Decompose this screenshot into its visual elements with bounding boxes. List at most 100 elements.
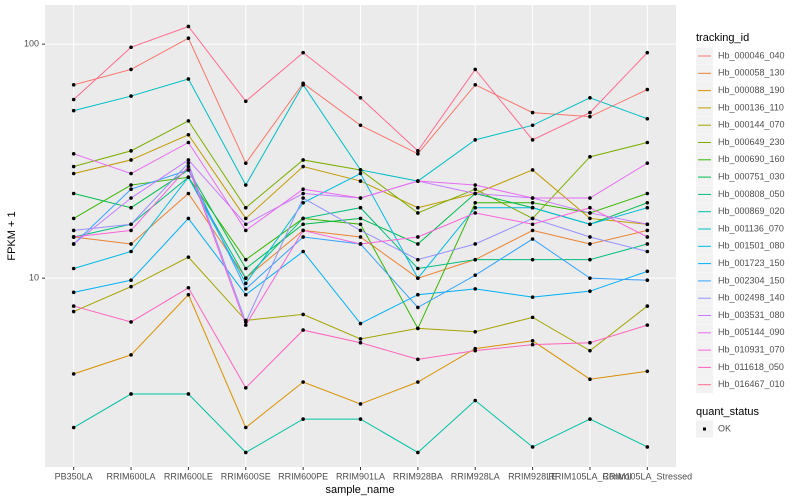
point [530, 339, 535, 343]
legend-label: Hb_000808_050 [718, 189, 785, 199]
point [530, 205, 535, 210]
point [358, 216, 363, 221]
legend-label: Hb_000751_030 [718, 171, 785, 181]
point [129, 249, 133, 254]
legend-label: OK [718, 423, 731, 433]
point [358, 340, 363, 345]
point [588, 155, 592, 159]
point [301, 417, 305, 421]
point [186, 140, 191, 145]
point [243, 323, 248, 327]
legend-label: Hb_000046_040 [718, 50, 785, 60]
point [645, 278, 650, 283]
x-tick-label: RRIM105LA_Control [548, 471, 631, 481]
shape-legend-title: quant_status [696, 406, 759, 418]
point [301, 228, 305, 233]
legend-shape [703, 427, 706, 431]
point [186, 175, 191, 180]
legend-label: Hb_011618_050 [718, 362, 784, 372]
point [186, 392, 191, 396]
point [129, 183, 133, 187]
point [588, 114, 592, 119]
point [588, 276, 592, 280]
point [473, 211, 478, 215]
point [243, 183, 248, 187]
legend-label: Hb_010931_070 [718, 344, 785, 354]
point [530, 110, 535, 115]
point [416, 292, 420, 297]
point [530, 196, 535, 200]
point [129, 196, 133, 200]
point [358, 337, 363, 341]
point [243, 222, 248, 227]
point [645, 191, 650, 196]
point [588, 340, 592, 345]
point [301, 50, 305, 55]
point [473, 200, 478, 205]
point [129, 242, 133, 246]
point [588, 216, 592, 221]
point [645, 242, 650, 246]
point [473, 191, 478, 196]
point [71, 108, 76, 113]
point [416, 305, 420, 310]
point [358, 402, 363, 406]
point [186, 77, 191, 81]
point [473, 138, 478, 142]
point [530, 228, 535, 233]
point [645, 200, 650, 205]
point [530, 237, 535, 241]
point [71, 97, 76, 102]
point [588, 110, 592, 115]
point [71, 266, 76, 271]
point [186, 119, 191, 123]
point [645, 205, 650, 210]
point [129, 278, 133, 283]
point [473, 67, 478, 72]
point [301, 216, 305, 221]
point [243, 216, 248, 221]
point [416, 380, 420, 384]
legend-label: Hb_000088_190 [718, 85, 785, 95]
point [358, 95, 363, 100]
y-axis-title: FPKM + 1 [6, 211, 18, 260]
point [530, 168, 535, 172]
point [71, 372, 76, 376]
point [186, 132, 191, 137]
point [645, 269, 650, 274]
point [71, 171, 76, 176]
point [186, 161, 191, 165]
point [129, 94, 133, 98]
point [186, 191, 191, 196]
legend-label: Hb_003531_080 [718, 310, 785, 320]
point [358, 205, 363, 210]
point [530, 315, 535, 320]
point [129, 222, 133, 227]
point [243, 161, 248, 165]
point [645, 161, 650, 165]
point [645, 87, 650, 92]
point [186, 255, 191, 259]
point [71, 242, 76, 246]
point [243, 266, 248, 271]
y-tick-label: 10 [29, 273, 39, 283]
point [129, 67, 133, 72]
point [301, 249, 305, 254]
point [588, 377, 592, 382]
point [530, 216, 535, 221]
point [588, 348, 592, 353]
point [416, 151, 420, 156]
point [301, 312, 305, 317]
point [71, 83, 76, 87]
point [129, 284, 133, 289]
point [473, 398, 478, 403]
point [186, 168, 191, 172]
point [416, 266, 420, 271]
point [358, 417, 363, 421]
point [243, 287, 248, 291]
point [358, 171, 363, 176]
point [71, 235, 76, 239]
point [416, 149, 420, 153]
point [243, 99, 248, 104]
point [71, 228, 76, 233]
